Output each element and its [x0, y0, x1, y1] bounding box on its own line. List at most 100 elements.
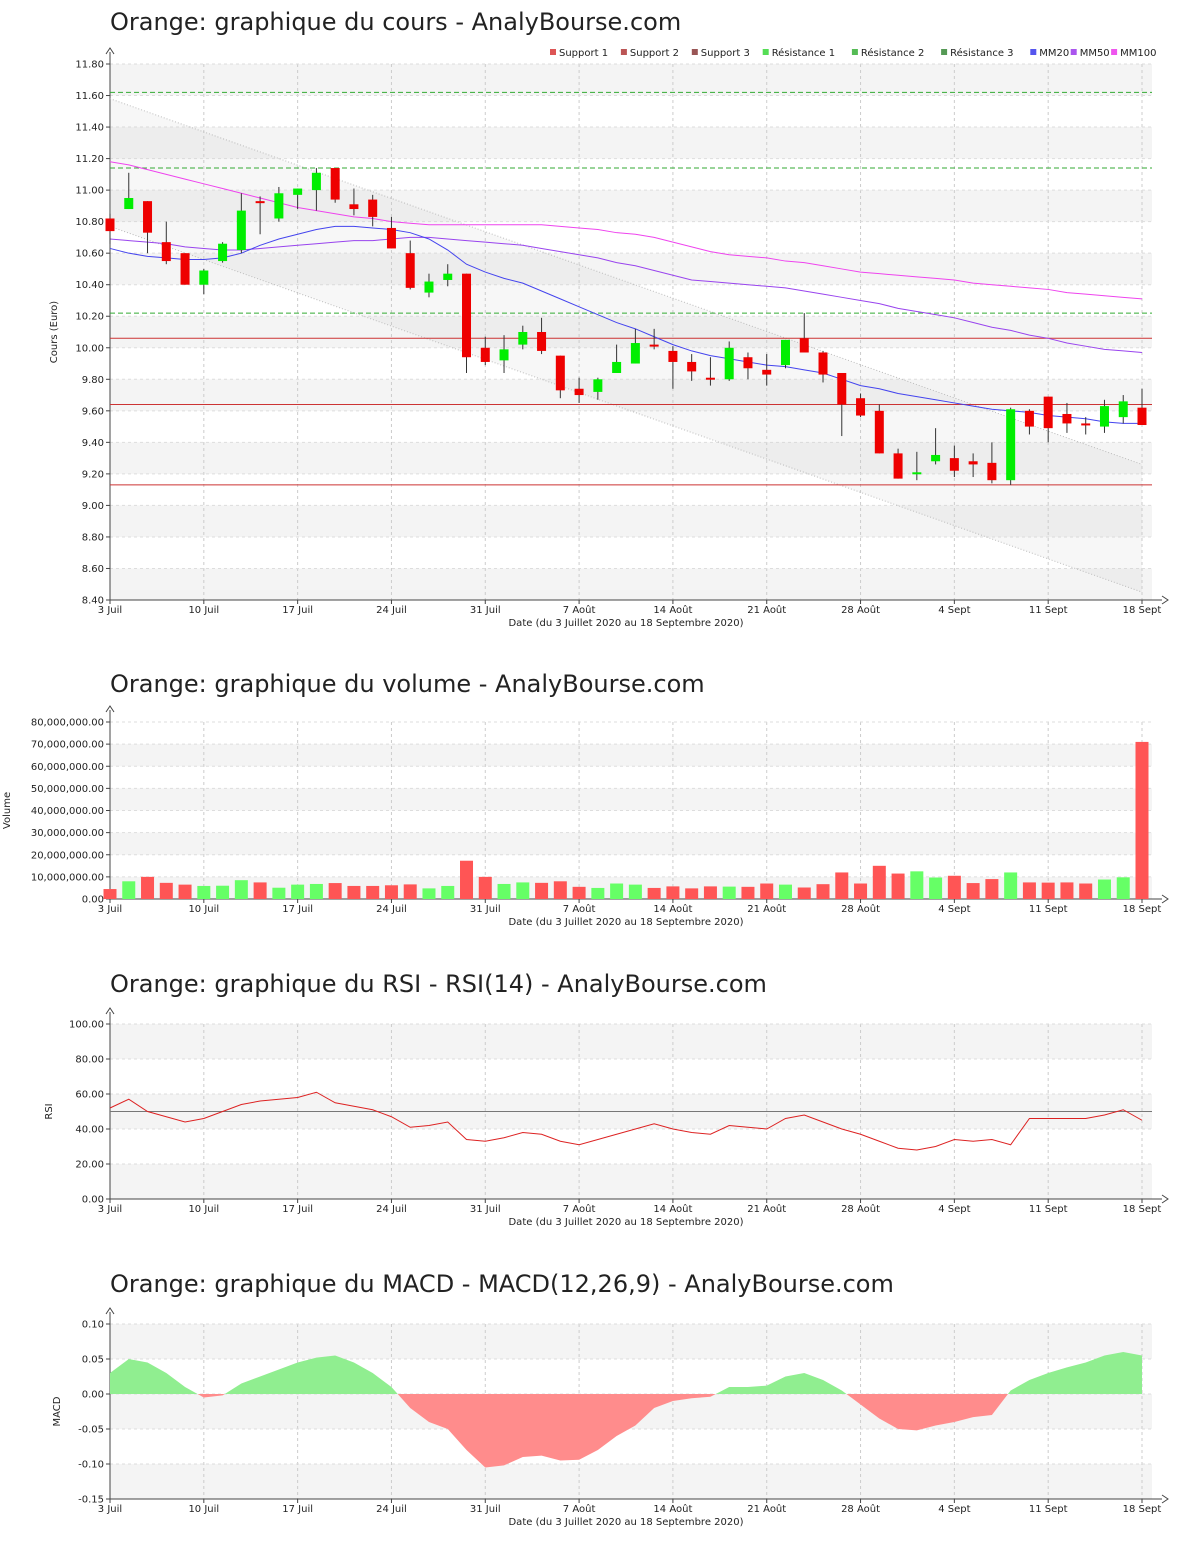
volume-bar [966, 883, 980, 899]
candle-body [630, 343, 640, 364]
volume-bar [460, 860, 474, 899]
x-tick-label: 14 Août [653, 1203, 692, 1215]
plot-band [110, 788, 1152, 811]
x-tick-label: 11 Sept [1029, 605, 1068, 616]
x-tick-label: 21 Août [747, 1503, 786, 1515]
candle-body [574, 388, 584, 396]
macd-positive-area [110, 1359, 198, 1394]
candle-body [687, 361, 697, 372]
x-tick-label: 31 Juil [470, 904, 501, 915]
y-tick-label: 50,000,000.00 [31, 784, 104, 795]
x-axis-arrow [1161, 595, 1169, 605]
candle-body [161, 242, 171, 262]
volume-bar [872, 865, 886, 899]
y-tick-label: 9.40 [82, 438, 104, 449]
candle-body [893, 453, 903, 479]
x-tick-label: 28 Août [841, 1503, 880, 1515]
volume-bar [1041, 882, 1055, 899]
candle-body [274, 193, 284, 219]
legend-swatch [550, 49, 556, 55]
legend-swatch [1070, 49, 1077, 55]
x-axis-arrow [1161, 894, 1169, 904]
legend-swatch [1111, 49, 1118, 55]
candle-body [424, 281, 434, 293]
volume-bar [703, 886, 717, 899]
plot-band [110, 379, 1152, 411]
candle-body [405, 253, 415, 288]
x-axis-label: Date (du 3 Juillet 2020 au 18 Septembre … [508, 1217, 743, 1228]
candle-body [311, 172, 321, 191]
candle-body [968, 461, 978, 465]
volume-bar [929, 877, 943, 899]
volume-bar [1004, 872, 1018, 899]
y-tick-label: 60.00 [75, 1090, 104, 1101]
y-axis-arrow [105, 1307, 115, 1315]
candle-body [143, 201, 153, 233]
price-chart-title: Orange: graphique du cours - AnalyBourse… [110, 8, 682, 36]
x-tick-label: 11 Sept [1029, 1504, 1068, 1515]
legend-swatch [851, 49, 858, 55]
x-tick-label: 10 Juil [188, 1504, 219, 1515]
volume-bar [947, 875, 961, 899]
y-tick-label: 11.60 [75, 91, 104, 102]
y-axis-label: RSI [44, 1103, 55, 1119]
legend-label: MM20 [1039, 48, 1069, 59]
volume-bar [1079, 883, 1093, 899]
volume-bar [535, 882, 549, 899]
x-tick-label: 28 Août [841, 1203, 880, 1215]
volume-bar [910, 871, 924, 899]
candle-body [462, 273, 472, 358]
rsi-line [109, 1091, 1143, 1151]
volume-bar [685, 888, 699, 899]
volume-bar [178, 884, 192, 899]
plot-band [110, 64, 1152, 96]
volume-bar [816, 884, 830, 899]
y-tick-label: 11.80 [75, 60, 104, 71]
x-tick-label: 18 Sept [1123, 605, 1162, 616]
y-tick-label: 8.80 [82, 532, 104, 543]
x-tick-label: 3 Juil [98, 1504, 122, 1515]
mm50-line [109, 236, 1143, 353]
rsi-chart-title: Orange: graphique du RSI - RSI(14) - Ana… [110, 970, 767, 998]
volume-bar [497, 883, 511, 899]
x-tick-label: 3 Juil [98, 1204, 122, 1215]
candle-body [180, 253, 190, 285]
x-tick-label: 3 Juil [98, 605, 122, 616]
macd-chart: 3 Juil 10 Juil 17 Juil 24 Juil 31 Juil 7 Août… [52, 1307, 1169, 1528]
candle-body [368, 199, 378, 217]
x-axis-arrow [1161, 1194, 1169, 1204]
macd-negative-area [197, 1394, 225, 1398]
y-tick-label: 60,000,000.00 [31, 762, 104, 773]
volume-bar [610, 883, 624, 899]
x-tick-label: 17 Juil [282, 1504, 313, 1515]
x-axis-label: Date (du 3 Juillet 2020 au 18 Septembre … [508, 1517, 743, 1528]
candle-body [874, 410, 884, 454]
candle-body [330, 168, 340, 200]
volume-bar [722, 886, 736, 899]
candle-body [255, 201, 265, 204]
legend-label: Support 2 [630, 48, 679, 59]
y-tick-label: 40,000,000.00 [31, 806, 104, 817]
x-tick-label: 7 Août [563, 903, 596, 915]
candle-body [1137, 407, 1147, 426]
volume-bar [103, 889, 117, 899]
legend-swatch [941, 49, 948, 55]
legend-label: Résistance 1 [772, 47, 835, 59]
macd-positive-area [224, 1355, 398, 1394]
candle-body [443, 273, 453, 280]
volume-bar [328, 883, 342, 899]
volume-bar [985, 879, 999, 899]
candle-body [480, 347, 490, 362]
y-tick-label: 8.40 [82, 596, 104, 607]
trend-channel-area [110, 98, 1142, 593]
volume-bar [478, 876, 492, 899]
y-tick-label: 10.00 [75, 343, 104, 354]
x-tick-label: 24 Juil [376, 1204, 407, 1215]
candle-body [293, 188, 303, 195]
y-tick-label: 9.80 [82, 375, 104, 386]
price-chart: 3 Juil 10 Juil 17 Juil 24 Juil 31 Juil 7 Août… [49, 47, 1169, 629]
volume-bar [553, 881, 567, 899]
candle-body [1099, 406, 1109, 427]
y-axis-label: Cours (Euro) [49, 301, 60, 364]
volume-bar [253, 882, 267, 899]
